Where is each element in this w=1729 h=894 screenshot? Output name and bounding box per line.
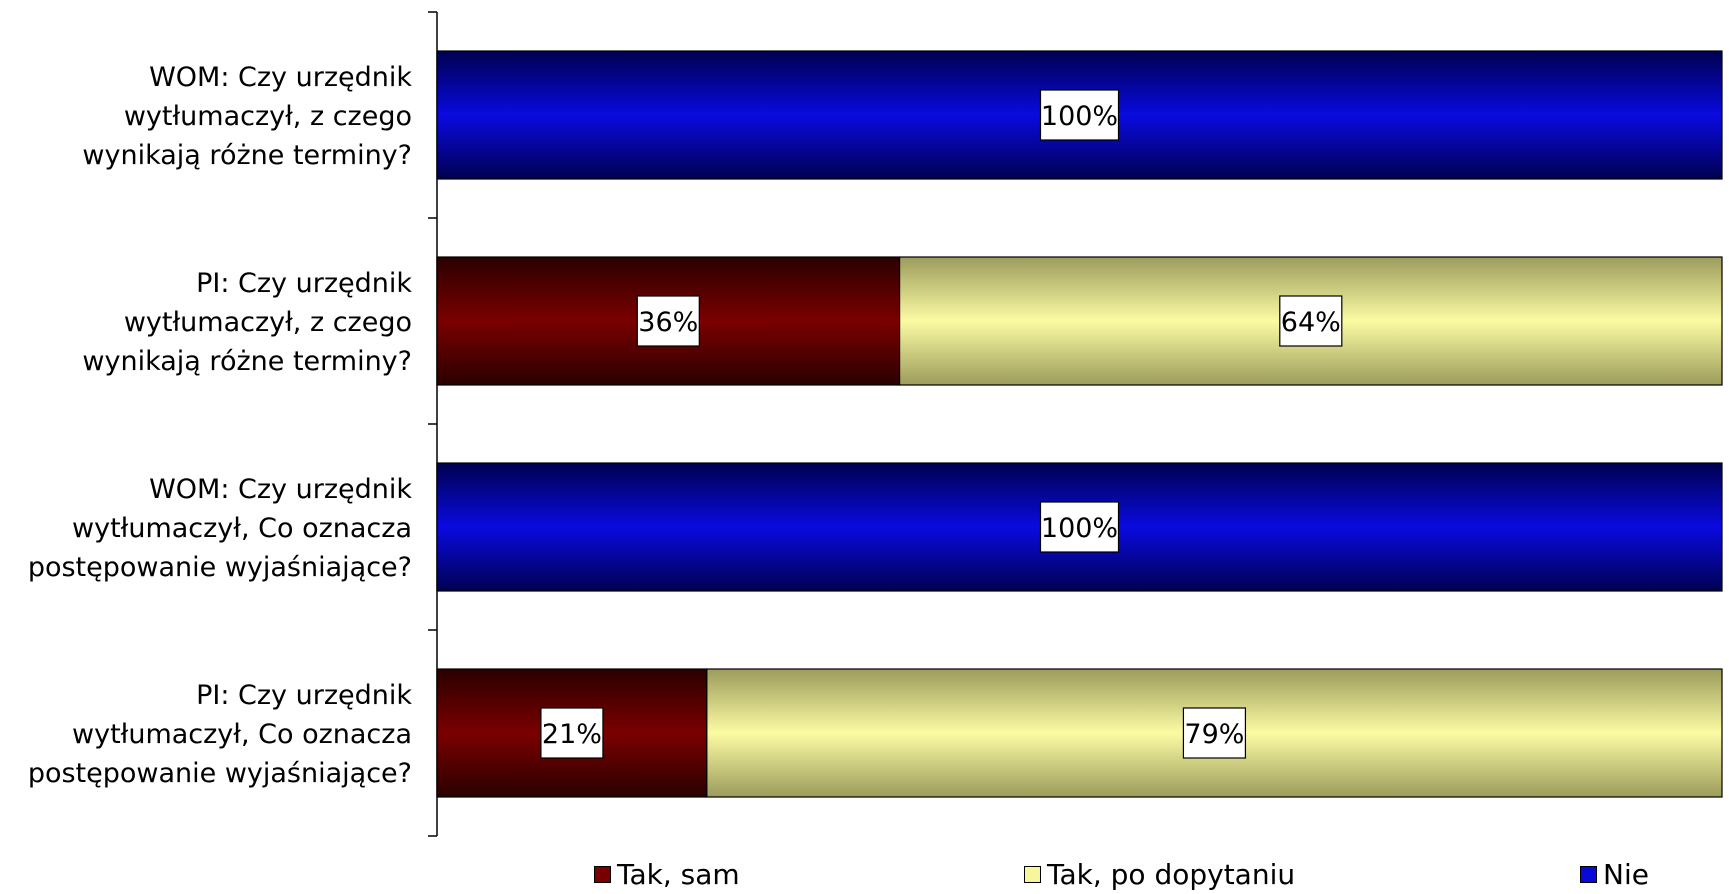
category-label: PI: Czy urzędnik wytłumaczył, z czego wyni… <box>82 268 412 377</box>
legend-label-tak-sam: Tak, sam <box>617 858 740 891</box>
legend: Tak, sam Tak, po dopytaniu Nie <box>0 858 1729 894</box>
category-label: WOM: Czy urzędnik wytłumaczył, z czego wyn… <box>82 62 412 171</box>
data-label: 100% <box>1041 513 1118 544</box>
data-label-box <box>540 707 604 759</box>
legend-label-nie: Nie <box>1603 858 1649 891</box>
data-label: 36% <box>638 307 698 338</box>
chart-plot: 100% 36% 64% 100% 21% 79% WOM: Czy urzędnik wy… <box>28 11 1723 837</box>
data-label: 21% <box>542 719 602 750</box>
legend-item-tak-sam: Tak, sam <box>594 858 740 891</box>
legend-item-tak-po-dopytaniu: Tak, po dopytaniu <box>1024 858 1295 891</box>
category-label: PI: Czy urzędnik wytłumaczył, Co oznacza p… <box>28 680 413 789</box>
data-label-box <box>1039 501 1120 553</box>
legend-swatch-tak-po-dopytaniu <box>1024 866 1041 883</box>
data-label-box <box>1279 295 1343 347</box>
data-label-box <box>636 295 700 347</box>
legend-swatch-nie <box>1580 866 1597 883</box>
category-label: WOM: Czy urzędnik wytłumaczył, Co oznacza… <box>28 474 413 583</box>
data-label: 100% <box>1041 101 1118 132</box>
legend-item-nie: Nie <box>1580 858 1649 891</box>
data-label-box <box>1039 89 1120 141</box>
legend-swatch-tak-sam <box>594 866 611 883</box>
legend-label-tak-po-dopytaniu: Tak, po dopytaniu <box>1047 858 1296 891</box>
data-label: 64% <box>1281 307 1341 338</box>
data-label-box <box>1182 707 1247 759</box>
data-label: 79% <box>1184 719 1244 750</box>
